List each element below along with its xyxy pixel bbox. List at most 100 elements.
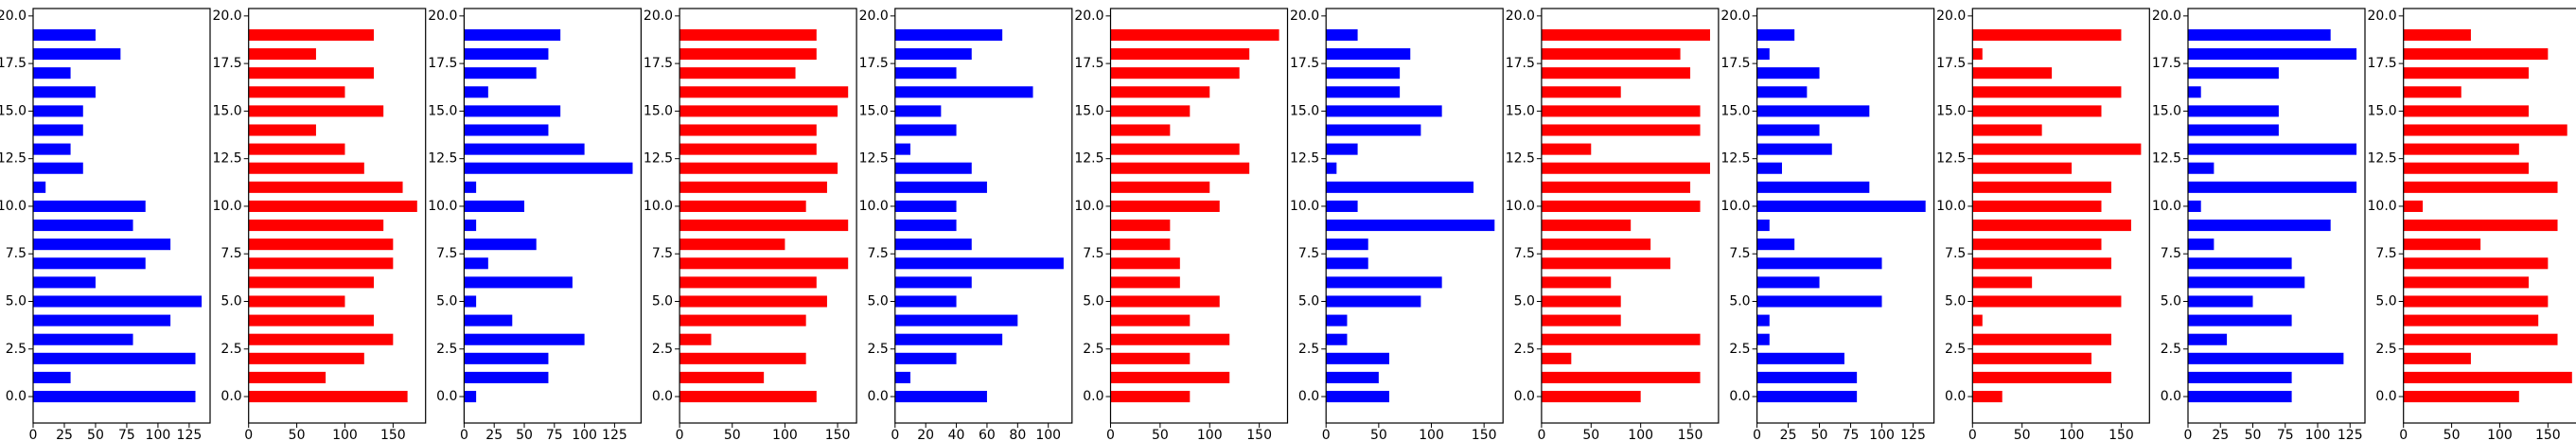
bar — [2188, 295, 2253, 308]
y-tick-label: 15.0 — [644, 103, 673, 118]
x-tick-label: 0 — [1537, 428, 1545, 441]
bar — [894, 67, 957, 79]
y-tick-label: 7.5 — [652, 246, 673, 261]
x-tick-label: 0 — [1968, 428, 1977, 441]
x-tick-label: 150 — [2108, 428, 2134, 441]
x-tick-label: 50 — [2014, 428, 2031, 441]
y-tick-label: 20.0 — [2152, 9, 2181, 24]
y-tick-label: 0.0 — [868, 389, 889, 404]
y-tick-label: 15.0 — [213, 103, 242, 118]
bar — [248, 352, 364, 364]
bar — [1326, 86, 1401, 98]
bar — [2188, 143, 2357, 155]
bar — [1972, 86, 2122, 98]
bar — [2403, 238, 2481, 251]
y-tick-label: 2.5 — [1945, 342, 1966, 357]
axes-frame — [1756, 8, 1935, 424]
x-tick-label: 50 — [1152, 428, 1169, 441]
x-tick-label: 125 — [602, 428, 627, 441]
y-tick-label: 17.5 — [644, 56, 673, 71]
bar — [248, 143, 345, 155]
y-tick-label: 10.0 — [644, 199, 673, 214]
x-tick-label: 150 — [1472, 428, 1497, 441]
bar — [248, 124, 316, 136]
bar — [1756, 181, 1870, 193]
bar — [1110, 67, 1240, 79]
bar — [1110, 143, 1240, 155]
y-tick-label: 20.0 — [2368, 9, 2397, 24]
bar — [33, 314, 171, 326]
bar — [248, 200, 417, 212]
bar — [894, 314, 1018, 326]
bar — [248, 86, 345, 98]
y-tick-label: 10.0 — [1936, 199, 1966, 214]
bar — [33, 86, 96, 98]
bar — [248, 28, 374, 41]
bar — [679, 333, 712, 345]
bar — [1326, 220, 1495, 232]
bar — [679, 86, 849, 98]
x-tick-label: 150 — [1246, 428, 1272, 441]
x-tick-label: 40 — [948, 428, 965, 441]
bar — [894, 276, 972, 289]
bar — [33, 257, 146, 270]
bar — [1972, 314, 1983, 326]
y-tick-label: 7.5 — [221, 246, 241, 261]
y-tick-label: 0.0 — [6, 389, 26, 404]
y-tick-label: 7.5 — [868, 246, 889, 261]
bar — [1972, 276, 2033, 289]
y-tick-label: 15.0 — [2368, 103, 2397, 118]
y-tick-label: 0.0 — [1945, 389, 1966, 404]
axes-frame — [463, 8, 642, 424]
bar — [33, 238, 171, 251]
y-tick-label: 5.0 — [1298, 293, 1319, 309]
x-tick-label: 150 — [380, 428, 406, 441]
bar — [2403, 181, 2558, 193]
bar — [1972, 333, 2111, 345]
bar — [1326, 28, 1358, 41]
y-tick-label: 15.0 — [1936, 103, 1966, 118]
y-tick-label: 17.5 — [428, 56, 457, 71]
bar — [464, 295, 477, 308]
bar — [248, 105, 384, 117]
bar — [1110, 28, 1279, 41]
y-tick-label: 15.0 — [859, 103, 889, 118]
bar — [1541, 181, 1691, 193]
bar — [1972, 371, 2111, 383]
y-tick-label: 17.5 — [2152, 56, 2181, 71]
bar — [1541, 143, 1592, 155]
axes-frame — [248, 8, 427, 424]
x-tick-label: 0 — [460, 428, 468, 441]
bar — [2403, 352, 2471, 364]
bar — [2403, 200, 2424, 212]
bar — [1110, 391, 1191, 403]
x-tick-label: 100 — [1035, 428, 1061, 441]
bar — [33, 371, 71, 383]
bar — [894, 200, 957, 212]
axes-frame — [32, 8, 211, 424]
bar — [1326, 124, 1421, 136]
y-tick-label: 20.0 — [644, 9, 673, 24]
x-tick-label: 100 — [572, 428, 597, 441]
bar — [33, 105, 83, 117]
x-tick-label: 100 — [772, 428, 798, 441]
y-tick-label: 7.5 — [436, 246, 457, 261]
bar — [2403, 391, 2519, 403]
bar — [33, 295, 203, 308]
bar — [1326, 105, 1442, 117]
bar — [2403, 48, 2549, 61]
bar — [894, 143, 910, 155]
bar — [1756, 162, 1782, 174]
axes-frame — [2403, 8, 2576, 424]
x-tick-label: 100 — [1419, 428, 1444, 441]
bar — [2403, 371, 2572, 383]
bar — [2188, 352, 2344, 364]
y-tick-label: 10.0 — [0, 199, 26, 214]
bar — [33, 181, 46, 193]
y-tick-label: 5.0 — [1083, 293, 1103, 309]
bar — [2188, 200, 2201, 212]
bar — [679, 238, 785, 251]
bar — [1326, 371, 1379, 383]
x-tick-label: 0 — [1106, 428, 1115, 441]
